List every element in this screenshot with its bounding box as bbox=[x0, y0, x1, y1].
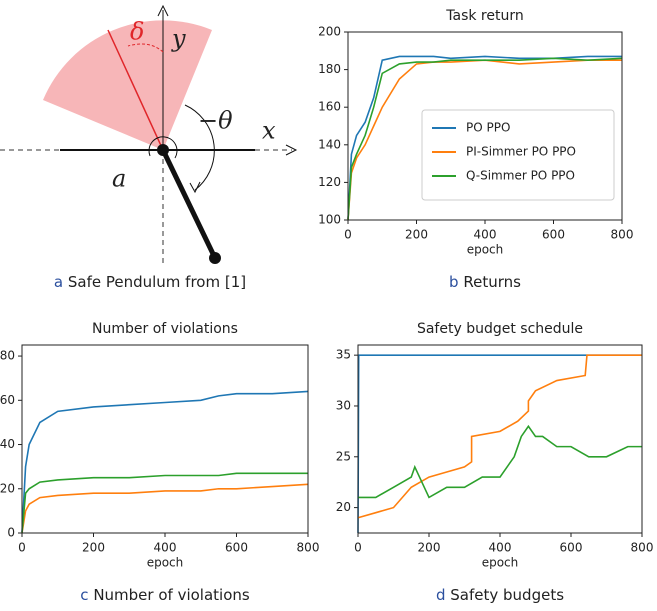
chart-title: Safety budget schedule bbox=[417, 321, 583, 337]
y-tick-label: 30 bbox=[336, 398, 351, 412]
x-tick-label: 400 bbox=[474, 228, 497, 242]
x-tick-label: 800 bbox=[297, 541, 320, 555]
y-tick-label: 60 bbox=[0, 393, 15, 407]
x-tick-label: 200 bbox=[82, 541, 105, 555]
legend: PO PPO PI-Simmer PO PPO Q-Simmer PO PPO bbox=[422, 110, 614, 200]
series-line bbox=[22, 473, 308, 533]
x-tick-label: 200 bbox=[405, 228, 428, 242]
x-axis-label: epoch bbox=[467, 243, 504, 257]
series-line bbox=[22, 484, 308, 533]
chart-panel: Safety budget schedule 20 25 30 35 0 200 400 600… bbox=[336, 321, 654, 604]
y-tick-label: 180 bbox=[318, 62, 341, 76]
y-tick-label: 100 bbox=[318, 213, 341, 227]
caption-letter: a bbox=[54, 273, 63, 291]
legend-label: Q-Simmer PO PPO bbox=[466, 169, 575, 183]
y-tick-label: 140 bbox=[318, 137, 341, 151]
x-tick-label: 600 bbox=[225, 541, 248, 555]
chart-title: Number of violations bbox=[92, 321, 238, 337]
x-tick-label: 400 bbox=[489, 541, 512, 555]
x-axis-label: epoch bbox=[482, 556, 519, 570]
caption-letter: d bbox=[436, 586, 446, 604]
series-line bbox=[358, 355, 642, 533]
safe-region bbox=[43, 20, 212, 150]
caption-letter: c bbox=[80, 586, 88, 604]
caption-text: Number of violations bbox=[93, 586, 250, 604]
y-tick-label: 160 bbox=[318, 100, 341, 114]
delta-label: δ bbox=[130, 18, 144, 46]
y-tick-label: 120 bbox=[318, 175, 341, 189]
chart-panel: Task return 100 120 140 160 180 200 0 200 400 600 8… bbox=[318, 8, 633, 291]
x-tick-label: 200 bbox=[418, 541, 441, 555]
series-line bbox=[358, 426, 642, 497]
y-tick-label: 20 bbox=[0, 481, 15, 495]
legend-label: PO PPO bbox=[466, 121, 510, 135]
x-tick-label: 600 bbox=[542, 228, 565, 242]
caption-letter: b bbox=[449, 273, 459, 291]
legend-label: PI-Simmer PO PPO bbox=[466, 145, 576, 159]
plot-frame bbox=[22, 345, 308, 533]
caption-text: Safety budgets bbox=[450, 586, 564, 604]
caption-text: Safe Pendulum from [1] bbox=[68, 273, 246, 291]
x-tick-label: 0 bbox=[354, 541, 362, 555]
x-tick-label: 800 bbox=[631, 541, 654, 555]
plot-frame bbox=[358, 345, 642, 533]
figure: δ y x −θ a a Safe Pendulum from [1] Task… bbox=[0, 0, 657, 607]
x-tick-label: 0 bbox=[18, 541, 26, 555]
y-tick-label: 25 bbox=[336, 449, 351, 463]
page: {"diagram": {"labels": ["δ", "y", "x", "… bbox=[0, 0, 657, 607]
y-tick-label: 0 bbox=[7, 526, 15, 540]
pendulum-bob bbox=[209, 252, 221, 264]
caption: a Safe Pendulum from [1] bbox=[54, 273, 246, 291]
chart-title: Task return bbox=[445, 8, 523, 24]
caption: d Safety budgets bbox=[436, 586, 564, 604]
y-tick-label: 80 bbox=[0, 349, 15, 363]
series-line bbox=[22, 391, 308, 533]
y-tick-label: 200 bbox=[318, 25, 341, 39]
a-label: a bbox=[112, 165, 126, 193]
caption-text: Returns bbox=[463, 273, 521, 291]
y-tick-label: 35 bbox=[336, 348, 351, 362]
pendulum-rod bbox=[163, 150, 215, 258]
x-tick-label: 800 bbox=[611, 228, 634, 242]
y-tick-label: 20 bbox=[336, 500, 351, 514]
caption: c Number of violations bbox=[80, 586, 250, 604]
x-axis-label: epoch bbox=[147, 556, 184, 570]
pivot bbox=[157, 144, 169, 156]
x-tick-label: 0 bbox=[344, 228, 352, 242]
x-tick-label: 600 bbox=[560, 541, 583, 555]
y-label: y bbox=[171, 25, 186, 53]
series-line bbox=[358, 355, 642, 518]
x-label: x bbox=[262, 117, 276, 145]
pendulum-diagram: δ y x −θ a a Safe Pendulum from [1] bbox=[0, 6, 296, 291]
caption: b Returns bbox=[449, 273, 521, 291]
x-tick-label: 400 bbox=[154, 541, 177, 555]
y-tick-label: 40 bbox=[0, 437, 15, 451]
theta-label: −θ bbox=[198, 107, 233, 135]
